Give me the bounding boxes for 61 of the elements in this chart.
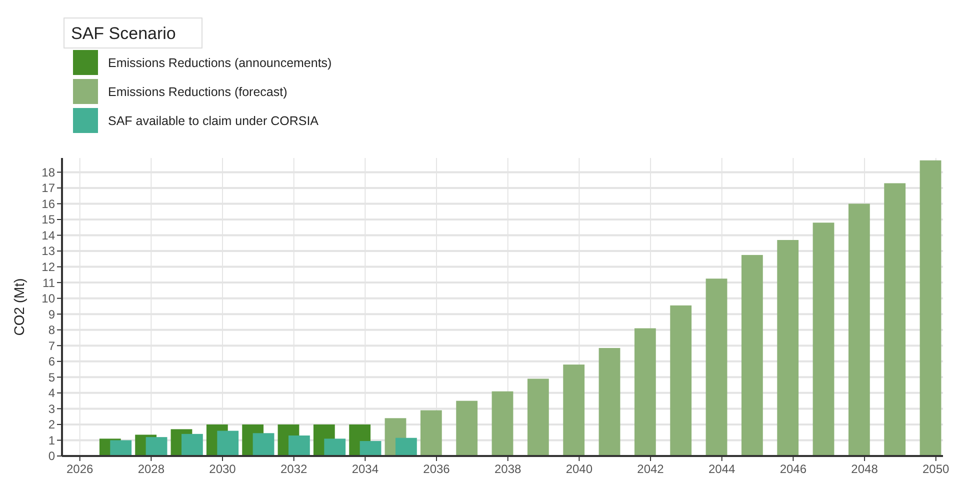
y-tick-label: 12 — [42, 260, 56, 274]
bar — [395, 438, 417, 456]
bar — [706, 278, 728, 456]
x-tick-label: 2048 — [851, 462, 878, 476]
x-tick-label: 2036 — [423, 462, 450, 476]
y-tick-label: 17 — [42, 181, 56, 196]
bar — [456, 400, 478, 456]
bar — [146, 437, 168, 456]
bar — [420, 410, 442, 456]
bar — [920, 160, 942, 456]
bar — [181, 434, 203, 456]
y-tick-label: 2 — [48, 418, 56, 432]
x-tick-label: 2042 — [637, 462, 664, 476]
y-tick-label: 15 — [42, 212, 56, 227]
y-tick-label: 5 — [48, 370, 56, 384]
x-tick-label: 2046 — [780, 462, 807, 476]
bar — [777, 240, 799, 456]
bar — [741, 254, 763, 456]
y-tick-label: 10 — [42, 292, 56, 306]
legend-title: SAF Scenario — [71, 24, 176, 43]
bar — [252, 433, 274, 456]
x-tick-label: 2026 — [66, 462, 94, 476]
y-tick-label: 6 — [48, 354, 56, 369]
bar — [848, 204, 870, 456]
bar — [884, 183, 906, 456]
y-tick-label: 3 — [48, 402, 56, 416]
x-tick-label: 2030 — [209, 462, 236, 476]
y-tick-label: 11 — [42, 276, 56, 290]
bar — [492, 391, 514, 456]
y-tick-label: 18 — [42, 165, 56, 180]
x-tick-label: 2032 — [280, 462, 308, 476]
y-tick-label: 16 — [42, 196, 56, 211]
legend-label: SAF available to claim under CORSIA — [108, 114, 320, 128]
bar — [360, 441, 382, 456]
bar — [812, 222, 834, 456]
bar — [288, 436, 310, 456]
bar — [563, 364, 585, 456]
y-tick-label: 7 — [48, 338, 56, 353]
x-tick-label: 2044 — [708, 462, 736, 476]
y-tick-label: 0 — [48, 449, 56, 464]
bar — [324, 438, 346, 456]
x-tick-label: 2050 — [922, 462, 950, 476]
y-tick-label: 8 — [48, 323, 56, 338]
bar — [527, 378, 549, 456]
y-tick-label: 4 — [48, 386, 56, 400]
legend-label: Emissions Reductions (forecast) — [108, 85, 288, 99]
x-tick-label: 2034 — [352, 462, 379, 476]
x-tick-label: 2040 — [566, 462, 593, 476]
bar — [598, 348, 620, 456]
y-tick-label: 1 — [48, 433, 56, 448]
legend-label: Emissions Reductions (announcements) — [108, 56, 332, 70]
x-tick-label: 2028 — [138, 462, 165, 476]
x-tick-label: 2038 — [494, 462, 522, 476]
y-tick-label: 9 — [48, 307, 56, 322]
bar — [670, 305, 692, 456]
y-tick-label: 14 — [42, 228, 56, 242]
y-tick-label: 13 — [42, 244, 56, 258]
bar — [634, 328, 656, 456]
bar — [217, 430, 239, 456]
bar — [110, 440, 132, 456]
y-axis-title: CO2 (Mt) — [11, 278, 27, 336]
